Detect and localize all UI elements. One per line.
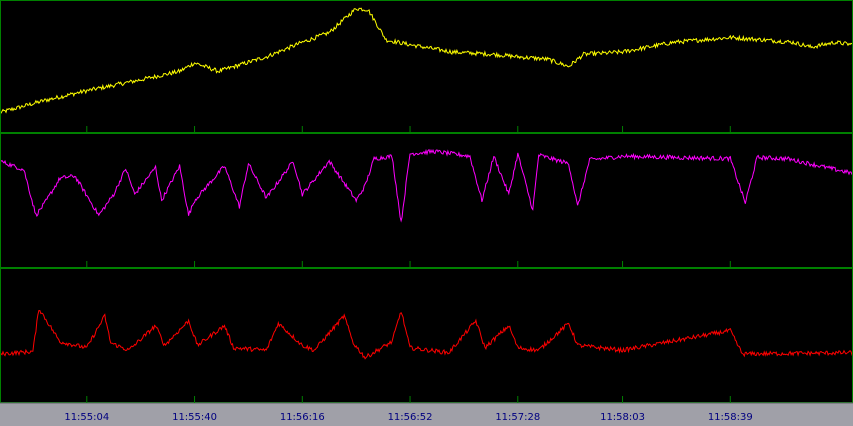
tick-label-7: 11:58:39 [708, 412, 753, 423]
tick-label-3: 11:56:16 [280, 412, 325, 423]
chart-panels [0, 7, 853, 360]
time-axis-bar [0, 403, 853, 426]
tick-label-2: 11:55:40 [172, 412, 217, 423]
series-line-top [0, 7, 853, 114]
tick-label-5: 11:57:28 [495, 412, 540, 423]
time-axis-ticks: 11:55:04 11:55:40 11:56:16 11:56:52 11:57:28… [64, 126, 753, 423]
tick-label-1: 11:55:04 [64, 412, 109, 423]
series-line-bottom [0, 309, 853, 360]
plot-background [0, 0, 853, 403]
tick-label-6: 11:58:03 [600, 412, 645, 423]
series-line-middle [0, 148, 853, 223]
tick-label-4: 11:56:52 [388, 412, 433, 423]
